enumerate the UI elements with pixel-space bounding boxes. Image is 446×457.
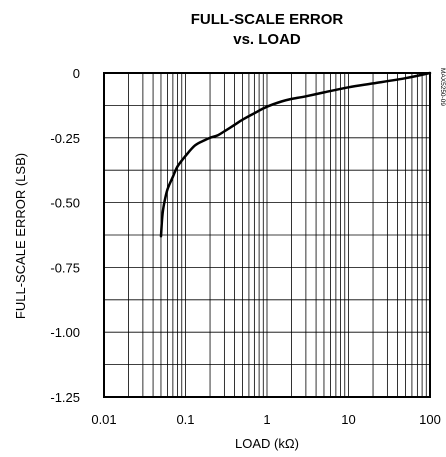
x-tick-label: 0.01 xyxy=(91,412,116,427)
grid xyxy=(104,73,430,397)
x-tick-label: 1 xyxy=(263,412,270,427)
y-tick-labels: 0 -0.25 -0.50 -0.75 -1.00 -1.25 xyxy=(50,66,80,405)
y-tick-label: -0.25 xyxy=(50,131,80,146)
y-tick-label: -1.00 xyxy=(50,325,80,340)
x-tick-labels: 0.01 0.1 1 10 100 xyxy=(91,412,441,427)
y-tick-label: -1.25 xyxy=(50,390,80,405)
chart-title-line2: vs. LOAD xyxy=(233,31,301,48)
y-tick-label: -0.75 xyxy=(50,260,80,275)
x-tick-label: 10 xyxy=(341,412,355,427)
chart-title-line1: FULL-SCALE ERROR xyxy=(191,11,344,28)
x-tick-label: 0.1 xyxy=(176,412,194,427)
y-tick-label: -0.50 xyxy=(50,196,80,211)
x-tick-label: 100 xyxy=(419,412,441,427)
x-axis-label: LOAD (kΩ) xyxy=(235,436,299,451)
y-tick-label: 0 xyxy=(73,66,80,81)
series-line xyxy=(159,71,432,238)
figure-code: MAX5250-09 xyxy=(439,68,446,106)
plot-frame xyxy=(103,72,431,398)
y-axis-label: FULL-SCALE ERROR (LSB) xyxy=(13,153,28,319)
